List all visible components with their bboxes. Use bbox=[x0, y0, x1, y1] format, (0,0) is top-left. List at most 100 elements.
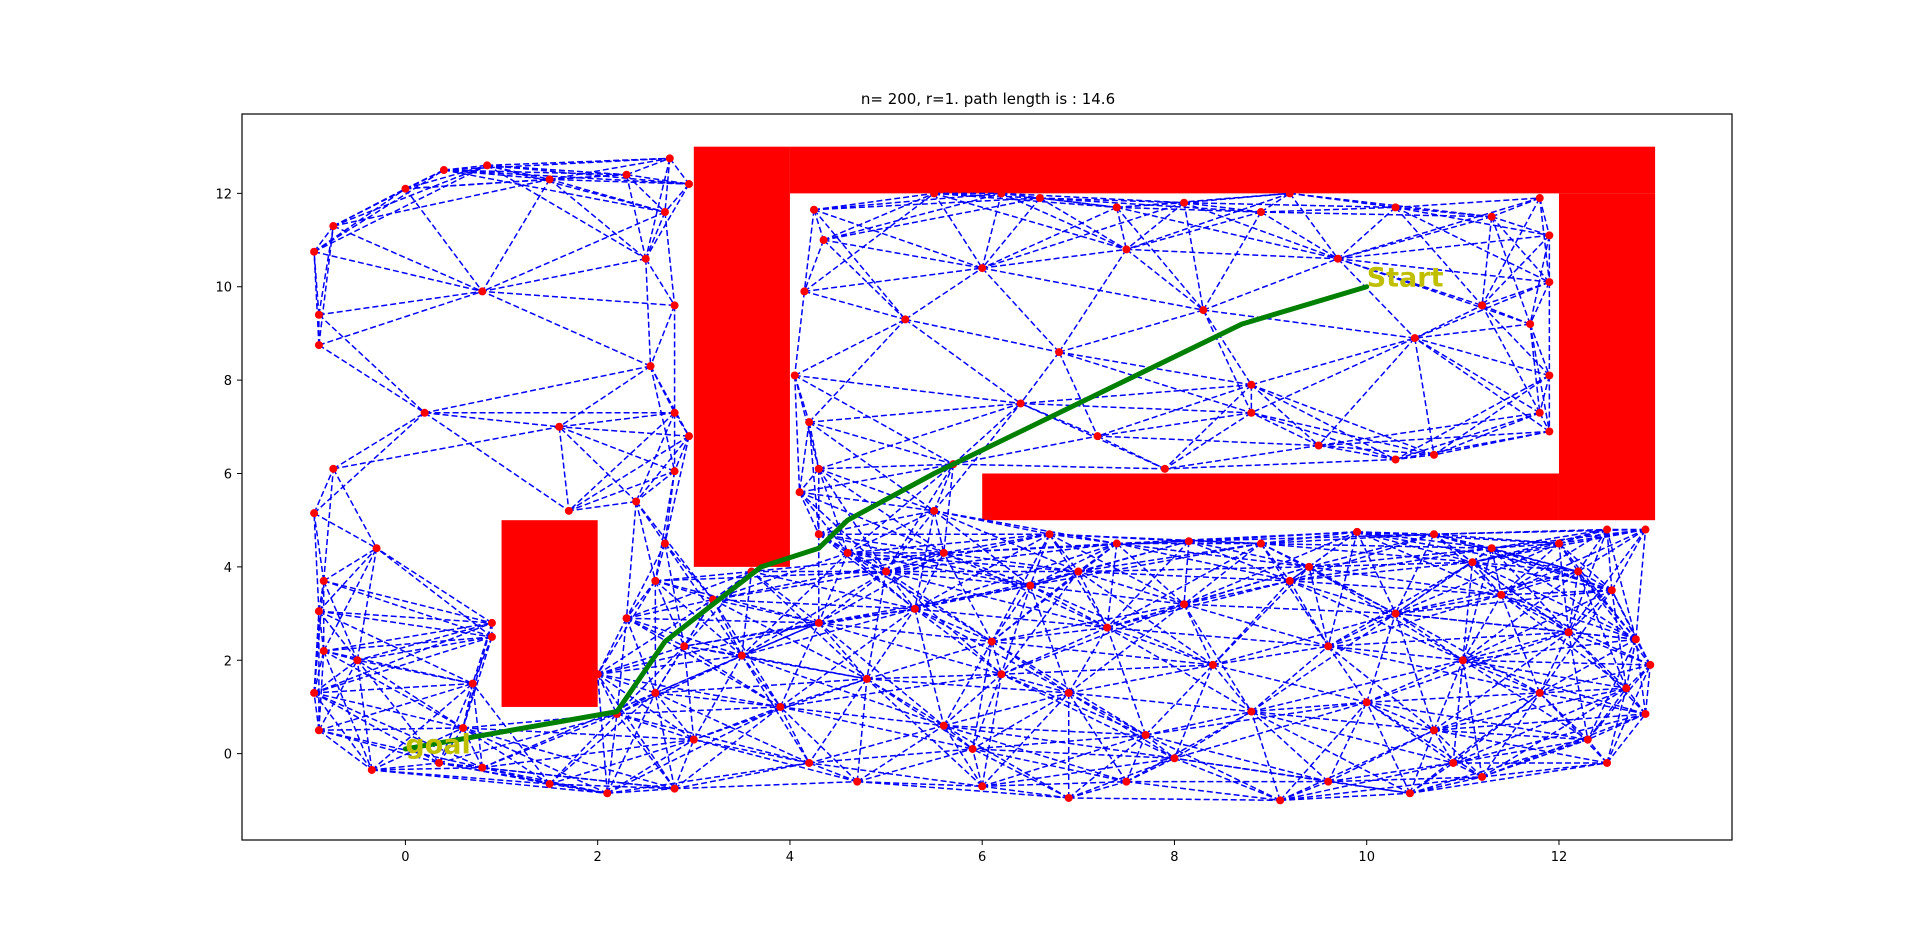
roadmap-edge bbox=[1250, 384, 1320, 447]
roadmap-edge bbox=[1058, 248, 1128, 353]
roadmap-edge bbox=[780, 706, 944, 727]
roadmap-node bbox=[670, 784, 679, 793]
roadmap-edge bbox=[1635, 639, 1647, 715]
roadmap-edge bbox=[885, 571, 916, 610]
shortest-path-line bbox=[402, 284, 1370, 752]
roadmap-edge bbox=[1203, 258, 1339, 311]
roadmap-edge bbox=[1529, 323, 1551, 432]
roadmap-edge bbox=[1001, 673, 1175, 759]
roadmap-edge bbox=[443, 157, 670, 171]
roadmap-node bbox=[314, 341, 323, 350]
roadmap-edge bbox=[549, 692, 656, 785]
roadmap-edge bbox=[1366, 701, 1588, 741]
roadmap-edge bbox=[1068, 757, 1175, 799]
roadmap-edge bbox=[981, 734, 1146, 788]
roadmap-edge bbox=[1539, 692, 1608, 764]
roadmap-edge bbox=[313, 513, 325, 581]
roadmap-edge bbox=[482, 290, 675, 307]
roadmap-edge bbox=[818, 608, 916, 624]
roadmap-edge bbox=[1183, 603, 1252, 713]
roadmap-edge bbox=[1126, 248, 1338, 260]
roadmap-edge bbox=[1183, 202, 1339, 260]
roadmap-edge bbox=[1078, 570, 1290, 582]
roadmap-edge bbox=[1174, 710, 1252, 759]
roadmap-edge bbox=[1106, 627, 1147, 736]
roadmap-edge bbox=[371, 766, 483, 771]
roadmap-node bbox=[1449, 758, 1458, 767]
roadmap-edge bbox=[914, 552, 945, 610]
roadmap-edge bbox=[1356, 531, 1502, 596]
roadmap-edge bbox=[818, 570, 887, 624]
roadmap-node bbox=[814, 464, 823, 473]
roadmap-edge bbox=[780, 673, 1002, 708]
y-tick-label: 12 bbox=[215, 187, 232, 202]
roadmap-edge bbox=[438, 762, 608, 795]
roadmap-node bbox=[1603, 525, 1612, 534]
roadmap-edge bbox=[1481, 304, 1550, 376]
roadmap-node bbox=[1064, 793, 1073, 802]
roadmap-edge bbox=[1202, 309, 1252, 386]
roadmap-edge bbox=[323, 547, 377, 582]
roadmap-edge bbox=[654, 645, 685, 694]
roadmap-edge bbox=[991, 641, 1003, 675]
roadmap-edge bbox=[982, 267, 1204, 311]
roadmap-edge bbox=[1433, 374, 1550, 456]
roadmap-edge bbox=[943, 552, 993, 642]
roadmap-node bbox=[1545, 231, 1554, 240]
roadmap-node bbox=[685, 180, 693, 189]
roadmap-edge bbox=[1029, 542, 1118, 587]
roadmap-edge bbox=[943, 673, 1002, 727]
roadmap-edge bbox=[471, 683, 484, 768]
roadmap-edge bbox=[1000, 571, 1079, 675]
roadmap-edge bbox=[1395, 430, 1550, 461]
roadmap-edge bbox=[751, 570, 820, 624]
roadmap-edge bbox=[981, 206, 1118, 269]
roadmap-edge bbox=[1490, 548, 1503, 596]
roadmap-node bbox=[622, 614, 631, 623]
roadmap-edge bbox=[1068, 797, 1281, 802]
roadmap-edge bbox=[1126, 710, 1252, 783]
roadmap-edge bbox=[1327, 645, 1368, 703]
roadmap-edge bbox=[1356, 531, 1579, 573]
roadmap-edge bbox=[616, 645, 685, 715]
roadmap-node bbox=[1055, 348, 1064, 357]
roadmap-edge bbox=[1116, 206, 1339, 260]
roadmap-node bbox=[555, 422, 564, 431]
roadmap-node bbox=[1487, 212, 1496, 221]
roadmap-edge bbox=[1481, 305, 1541, 414]
roadmap-node bbox=[819, 236, 828, 245]
roadmap-edge bbox=[313, 692, 464, 729]
roadmap-edge bbox=[1453, 713, 1646, 764]
roadmap-edge bbox=[809, 402, 1021, 423]
roadmap-edge bbox=[568, 470, 675, 512]
obstacle-rect bbox=[501, 520, 598, 707]
roadmap-edge bbox=[655, 622, 820, 694]
roadmap-edge bbox=[1337, 206, 1397, 260]
roadmap-node bbox=[665, 154, 674, 163]
roadmap-edge bbox=[914, 608, 1070, 694]
roadmap-edge bbox=[885, 463, 954, 572]
roadmap-edge bbox=[857, 780, 983, 788]
roadmap-node bbox=[660, 208, 669, 217]
roadmap-edge bbox=[318, 650, 325, 731]
roadmap-edge bbox=[1568, 631, 1627, 689]
roadmap-node bbox=[1458, 656, 1467, 665]
roadmap-edge bbox=[462, 727, 675, 790]
roadmap-edge bbox=[655, 570, 887, 582]
roadmap-edge bbox=[1394, 206, 1483, 306]
roadmap-node bbox=[805, 418, 814, 427]
roadmap-node bbox=[1324, 642, 1333, 651]
roadmap-edge bbox=[1472, 528, 1646, 563]
roadmap-edge bbox=[741, 655, 781, 708]
roadmap-edge bbox=[1433, 729, 1454, 764]
roadmap-edge bbox=[424, 412, 560, 428]
roadmap-edge bbox=[1145, 734, 1281, 801]
roadmap-edge bbox=[885, 533, 1050, 573]
roadmap-edge bbox=[357, 636, 493, 661]
roadmap-edge bbox=[313, 513, 320, 612]
roadmap-edge bbox=[914, 608, 1002, 675]
roadmap-edge bbox=[1212, 664, 1367, 703]
roadmap-edge bbox=[798, 491, 820, 535]
roadmap-edge bbox=[1068, 692, 1252, 713]
roadmap-edge bbox=[1125, 248, 1204, 311]
